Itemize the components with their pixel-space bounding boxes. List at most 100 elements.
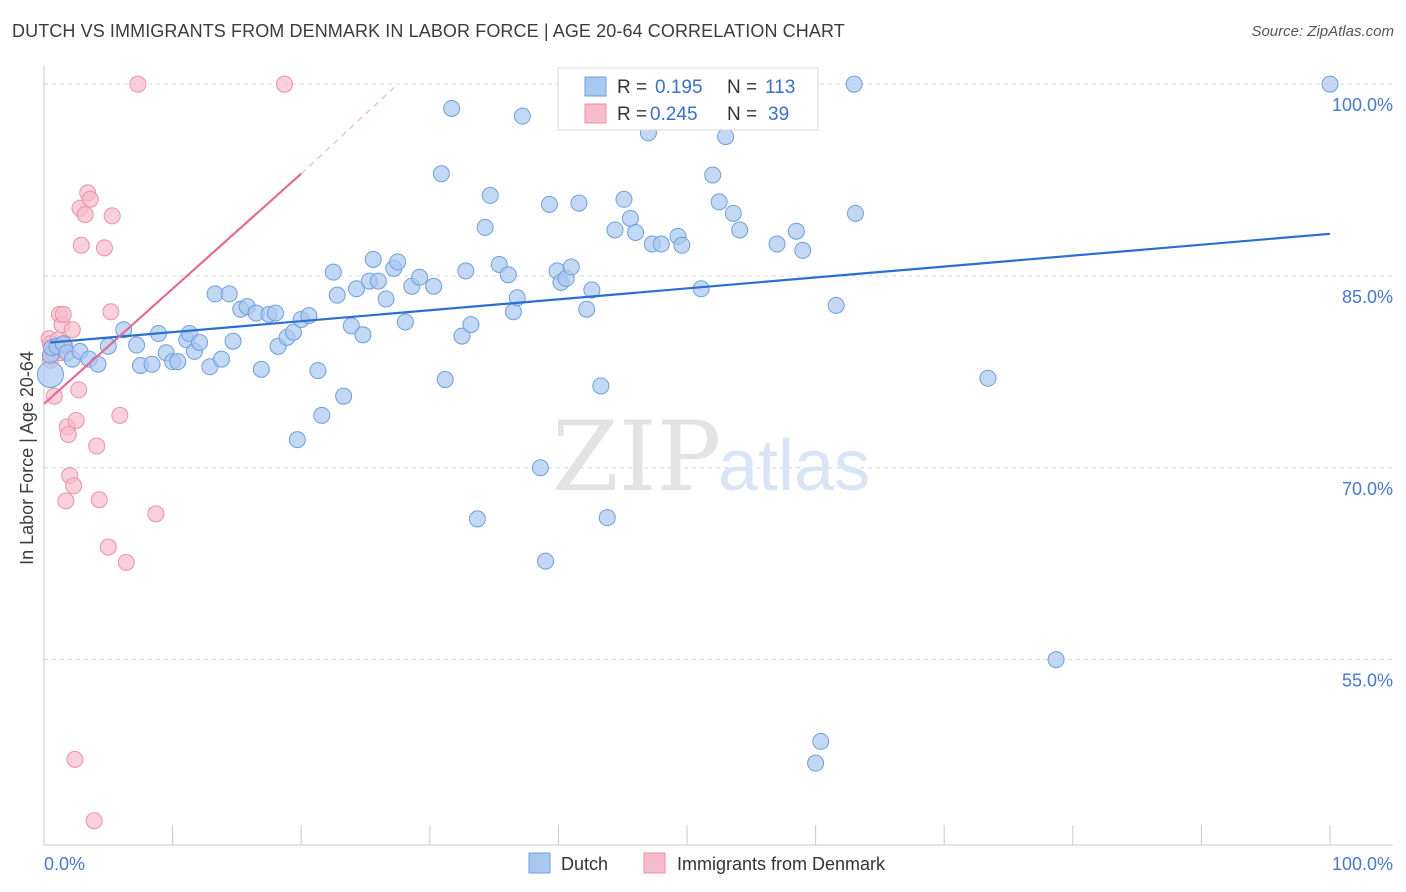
point-dutch	[377, 290, 395, 308]
point-dutch	[704, 166, 722, 184]
y-tick-label: 55.0%	[1342, 671, 1393, 691]
point-dutch	[1047, 651, 1065, 669]
trendline-dutch	[50, 232, 1331, 344]
point-denmark	[103, 207, 121, 225]
point-dutch	[328, 286, 346, 304]
point-dutch	[252, 360, 270, 378]
point-dutch	[462, 316, 480, 334]
point-dutch	[284, 323, 302, 341]
point-dutch	[979, 369, 997, 387]
bottom-legend-label-dutch: Dutch	[561, 854, 608, 874]
point-dutch	[36, 360, 64, 388]
x-tick-label-min: 0.0%	[44, 854, 85, 874]
legend-n-label-dutch: N =	[727, 77, 757, 98]
point-dutch	[1321, 75, 1339, 93]
point-denmark	[72, 236, 90, 254]
point-denmark	[76, 206, 94, 224]
y-axis-label: In Labor Force | Age 20-64	[17, 351, 37, 565]
point-dutch	[453, 327, 471, 345]
point-dutch	[425, 277, 443, 295]
point-denmark	[70, 381, 88, 399]
point-denmark	[147, 505, 165, 523]
point-dutch	[468, 510, 486, 528]
point-dutch	[313, 406, 331, 424]
point-dutch	[807, 754, 825, 772]
point-denmark	[99, 538, 117, 556]
point-denmark	[65, 477, 83, 495]
point-dutch	[206, 285, 224, 303]
point-dutch	[288, 431, 306, 449]
legend-swatch-denmark	[584, 103, 607, 124]
point-dutch	[731, 221, 749, 239]
point-dutch	[432, 165, 450, 183]
point-dutch	[673, 236, 691, 254]
point-dutch	[504, 303, 522, 321]
y-tick-label: 100.0%	[1332, 95, 1393, 115]
legend-r-value-denmark: 0.245	[650, 104, 698, 125]
point-dutch	[583, 281, 601, 299]
point-denmark	[95, 239, 113, 257]
series-denmark-points	[40, 75, 293, 830]
point-dutch	[143, 355, 161, 373]
point-denmark	[129, 75, 147, 93]
point-dutch	[540, 195, 558, 213]
point-dutch	[615, 190, 633, 208]
x-tick-labels: 0.0% 100.0%	[44, 854, 1393, 874]
point-dutch	[476, 218, 494, 236]
point-dutch	[324, 263, 342, 281]
point-denmark	[90, 491, 108, 509]
point-denmark	[102, 303, 120, 321]
point-dutch	[347, 280, 365, 298]
legend-n-value-dutch: 113	[765, 77, 795, 98]
point-denmark	[54, 305, 72, 323]
point-dutch	[266, 304, 284, 322]
point-dutch	[598, 509, 616, 527]
point-dutch	[354, 326, 372, 344]
source-label: Source: ZipAtlas.com	[1251, 23, 1394, 40]
bottom-legend-label-denmark: Immigrants from Denmark	[677, 854, 886, 874]
legend-r-value-dutch: 0.195	[655, 77, 703, 98]
legend-n-label-denmark: N =	[727, 104, 757, 125]
point-denmark	[66, 750, 84, 768]
point-dutch	[717, 128, 735, 146]
point-dutch	[592, 377, 610, 395]
series-legend: Dutch Immigrants from Denmark	[528, 852, 886, 874]
bottom-legend-swatch-denmark	[643, 852, 666, 874]
point-dutch	[443, 99, 461, 117]
legend-swatch-dutch	[584, 76, 607, 97]
point-dutch	[606, 221, 624, 239]
point-dutch	[89, 355, 107, 373]
point-dutch	[220, 285, 238, 303]
point-dutch	[411, 268, 429, 286]
chart-title: DUTCH VS IMMIGRANTS FROM DENMARK IN LABO…	[12, 21, 845, 41]
point-dutch	[396, 313, 414, 331]
point-dutch	[827, 296, 845, 314]
legend-r-label-dutch: R =	[617, 77, 647, 98]
point-dutch	[570, 194, 588, 212]
trend-lines	[43, 83, 1331, 405]
point-dutch	[652, 235, 670, 253]
watermark-atlas: atlas	[718, 426, 870, 506]
point-dutch	[562, 258, 580, 276]
point-dutch	[794, 241, 812, 259]
bottom-legend-swatch-dutch	[528, 852, 551, 874]
point-dutch	[389, 253, 407, 271]
point-dutch	[457, 262, 475, 280]
point-dutch	[169, 353, 187, 371]
legend-r-label-denmark: R =	[617, 104, 647, 125]
point-denmark	[111, 406, 129, 424]
point-dutch	[531, 459, 549, 477]
point-dutch	[369, 272, 387, 290]
point-dutch	[812, 732, 830, 750]
point-dutch	[128, 336, 146, 354]
point-denmark	[85, 812, 103, 830]
point-denmark	[81, 190, 99, 208]
series-dutch-points	[36, 75, 1339, 772]
legend-n-value-denmark: 39	[768, 104, 789, 125]
y-tick-label: 85.0%	[1342, 287, 1393, 307]
point-dutch	[845, 75, 863, 93]
y-tick-labels: 55.0% 70.0% 85.0% 100.0%	[1332, 95, 1393, 690]
axes	[43, 65, 1393, 846]
point-denmark	[88, 437, 106, 455]
